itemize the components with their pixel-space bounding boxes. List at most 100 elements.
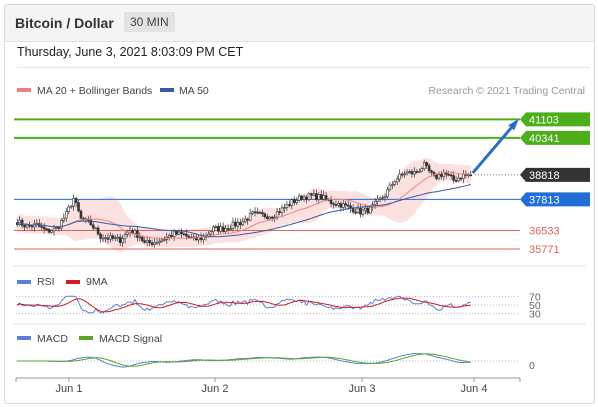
macd-panel: 0 xyxy=(16,353,535,372)
candle-body xyxy=(275,211,279,218)
candle-body xyxy=(457,177,460,182)
macd-tick-0: 0 xyxy=(529,360,535,372)
candle-body xyxy=(415,171,419,173)
candle-body xyxy=(121,238,124,243)
candle-body xyxy=(427,165,431,172)
candle-body xyxy=(312,193,316,196)
rsi-legend-swatch xyxy=(17,280,31,284)
macd-signal-legend-swatch xyxy=(79,336,93,340)
level-label-36533: 36533 xyxy=(529,225,560,237)
candle-body xyxy=(283,207,286,209)
candle-body xyxy=(413,171,416,175)
candle-body xyxy=(388,184,392,191)
candle-body xyxy=(229,228,232,231)
candle-body xyxy=(89,219,93,226)
candle-body xyxy=(99,233,102,239)
level-label-35771: 35771 xyxy=(529,244,560,256)
ma50-legend-swatch xyxy=(160,88,174,92)
candle-body xyxy=(221,226,225,232)
candle-body xyxy=(393,181,397,185)
candle-body xyxy=(400,173,404,176)
candle-body xyxy=(234,221,237,227)
candle-body xyxy=(160,239,164,242)
candle-body xyxy=(243,218,247,223)
candle-body xyxy=(60,220,63,229)
candle-body xyxy=(57,227,61,229)
x-axis-label: Jun 1 xyxy=(56,383,83,395)
candle-body xyxy=(33,223,36,228)
candle-body xyxy=(261,212,264,215)
candle-body xyxy=(25,224,29,228)
candle-body xyxy=(258,212,262,214)
candle-body xyxy=(420,168,424,172)
candle-body xyxy=(45,228,48,231)
macd-line xyxy=(17,353,471,368)
candle-body xyxy=(386,189,389,197)
candle-body xyxy=(270,216,274,219)
candle-body xyxy=(344,203,348,206)
candle-body xyxy=(72,198,75,207)
credit-text: Research © 2021 Trading Central xyxy=(428,85,585,97)
rsi-line xyxy=(16,295,471,314)
rsi-legend-label: RSI xyxy=(37,276,55,288)
candle-body xyxy=(96,227,100,235)
interval-badge[interactable]: 30 MIN xyxy=(124,12,175,32)
candle-body xyxy=(226,228,230,230)
x-axis: Jun 1 Jun 2 Jun 3 Jun 4 xyxy=(15,377,521,395)
candle-body xyxy=(315,193,318,200)
candle-body xyxy=(158,240,161,243)
candle-body xyxy=(366,207,370,214)
chart-datetime: Thursday, June 3, 2021 8:03:09 PM CET xyxy=(17,45,244,59)
candle-body xyxy=(265,216,269,219)
candle-body xyxy=(74,198,78,203)
candle-body xyxy=(410,171,414,175)
candle-body xyxy=(248,213,252,221)
level-tag-41103 xyxy=(520,112,590,127)
candle-body xyxy=(23,225,26,228)
level-label-37813: 37813 xyxy=(529,194,560,206)
candle-body xyxy=(253,211,257,214)
candle-body xyxy=(307,193,311,201)
bollinger-band xyxy=(17,157,471,253)
candle-body xyxy=(324,195,328,200)
x-axis-label: Jun 4 xyxy=(461,383,488,395)
candle-body xyxy=(351,207,355,213)
candle-body xyxy=(163,239,166,241)
candle-body xyxy=(425,162,428,166)
candle-body xyxy=(91,224,95,229)
candle-body xyxy=(437,174,441,179)
level-tag-38818 xyxy=(520,167,590,182)
candle-body xyxy=(288,204,291,206)
candle-body xyxy=(442,172,446,177)
level-label-38818: 38818 xyxy=(529,170,560,182)
candle-body xyxy=(113,237,117,240)
candle-body xyxy=(346,204,350,207)
candle-body xyxy=(403,173,406,176)
candle-body xyxy=(383,196,387,199)
candle-body xyxy=(354,211,357,214)
candle-body xyxy=(239,222,242,225)
candle-body xyxy=(55,227,58,229)
macd-signal-line xyxy=(17,353,471,367)
candle-body xyxy=(435,174,438,179)
candle-body xyxy=(52,227,56,232)
candle-body xyxy=(305,196,308,201)
x-axis-label: Jun 2 xyxy=(202,383,229,395)
candle-body xyxy=(459,177,463,180)
candle-body xyxy=(50,230,53,233)
candle-body xyxy=(295,200,299,203)
rsi-tick-50: 50 xyxy=(529,300,541,312)
candle-body xyxy=(236,222,240,227)
macd-legend-label: MACD xyxy=(37,333,68,345)
level-label-40341: 40341 xyxy=(529,133,560,145)
candle-body xyxy=(182,233,186,236)
candle-body xyxy=(359,207,362,215)
candle-body xyxy=(133,230,137,234)
candle-body xyxy=(116,236,120,239)
candle-body xyxy=(47,228,51,233)
candle-body xyxy=(30,225,34,228)
candle-body xyxy=(361,209,365,215)
candle-body xyxy=(302,196,306,200)
candle-body xyxy=(278,211,281,213)
candle-body xyxy=(118,236,122,243)
